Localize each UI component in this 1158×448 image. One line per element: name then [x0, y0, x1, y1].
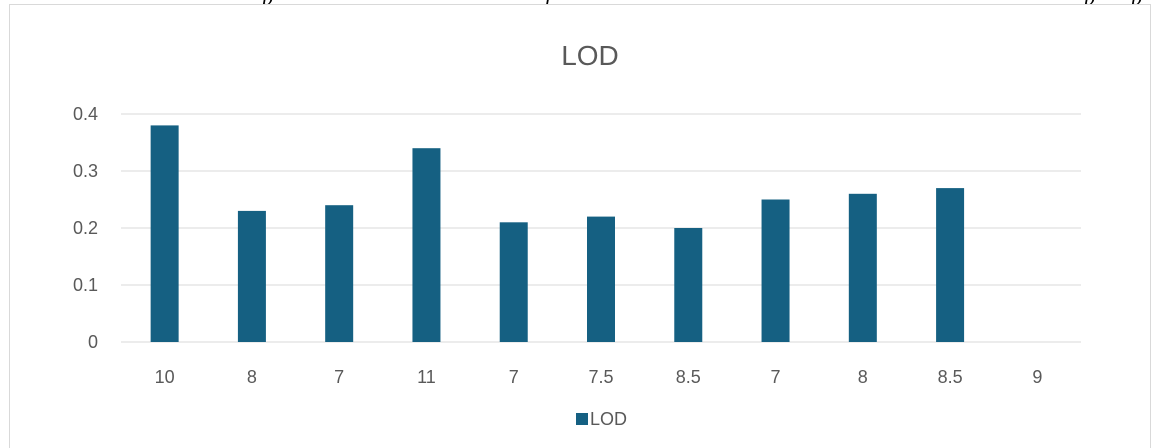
x-tick-label: 8	[858, 367, 868, 387]
x-tick-label: 7.5	[588, 367, 613, 387]
bar	[412, 148, 441, 342]
x-tick-label: 8	[247, 367, 257, 387]
bar	[761, 199, 790, 342]
bar	[587, 216, 615, 342]
x-axis-ticks: 10 8 7 11 7 7.5 8.5 7 8 8.5 9	[155, 367, 1043, 387]
chart-title: LOD	[561, 40, 619, 71]
x-tick-label: 9	[1032, 367, 1042, 387]
y-tick-label: 0	[88, 332, 98, 352]
x-tick-label: 7	[334, 367, 344, 387]
y-tick-label: 0.4	[73, 104, 98, 124]
legend: LOD	[576, 409, 627, 429]
y-tick-label: 0.2	[73, 218, 98, 238]
bar	[499, 222, 528, 342]
bar	[936, 188, 965, 342]
legend-swatch	[576, 413, 588, 425]
legend-label: LOD	[590, 409, 627, 429]
x-tick-label: 7	[509, 367, 519, 387]
x-tick-label: 8.5	[676, 367, 701, 387]
bar	[325, 205, 354, 342]
x-tick-label: 8.5	[938, 367, 963, 387]
y-tick-label: 0.3	[73, 161, 98, 181]
x-tick-label: 11	[417, 367, 436, 387]
bar	[848, 193, 877, 342]
bars	[150, 125, 965, 343]
y-axis-ticks: 0 0.1 0.2 0.3 0.4	[73, 104, 98, 352]
bar	[237, 210, 266, 342]
x-tick-label: 7	[771, 367, 781, 387]
y-tick-label: 0.1	[73, 275, 98, 295]
x-tick-label: 10	[155, 367, 175, 387]
bar	[150, 125, 179, 343]
bar	[674, 228, 703, 342]
